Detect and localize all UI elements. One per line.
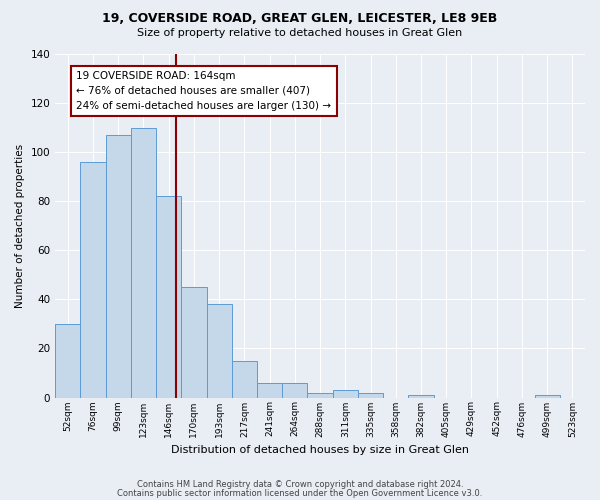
- Bar: [232, 360, 257, 398]
- Bar: [409, 395, 434, 398]
- Text: Size of property relative to detached houses in Great Glen: Size of property relative to detached ho…: [137, 28, 463, 38]
- Text: 19 COVERSIDE ROAD: 164sqm
← 76% of detached houses are smaller (407)
24% of semi: 19 COVERSIDE ROAD: 164sqm ← 76% of detac…: [76, 71, 331, 111]
- Y-axis label: Number of detached properties: Number of detached properties: [15, 144, 25, 308]
- Bar: [181, 287, 206, 398]
- Bar: [131, 128, 156, 398]
- Bar: [106, 135, 131, 398]
- Bar: [282, 383, 307, 398]
- Text: 19, COVERSIDE ROAD, GREAT GLEN, LEICESTER, LE8 9EB: 19, COVERSIDE ROAD, GREAT GLEN, LEICESTE…: [103, 12, 497, 26]
- X-axis label: Distribution of detached houses by size in Great Glen: Distribution of detached houses by size …: [171, 445, 469, 455]
- Text: Contains public sector information licensed under the Open Government Licence v3: Contains public sector information licen…: [118, 489, 482, 498]
- Bar: [156, 196, 181, 398]
- Bar: [257, 383, 282, 398]
- Bar: [535, 395, 560, 398]
- Bar: [206, 304, 232, 398]
- Bar: [332, 390, 358, 398]
- Bar: [307, 392, 332, 398]
- Bar: [358, 392, 383, 398]
- Bar: [80, 162, 106, 398]
- Text: Contains HM Land Registry data © Crown copyright and database right 2024.: Contains HM Land Registry data © Crown c…: [137, 480, 463, 489]
- Bar: [55, 324, 80, 398]
